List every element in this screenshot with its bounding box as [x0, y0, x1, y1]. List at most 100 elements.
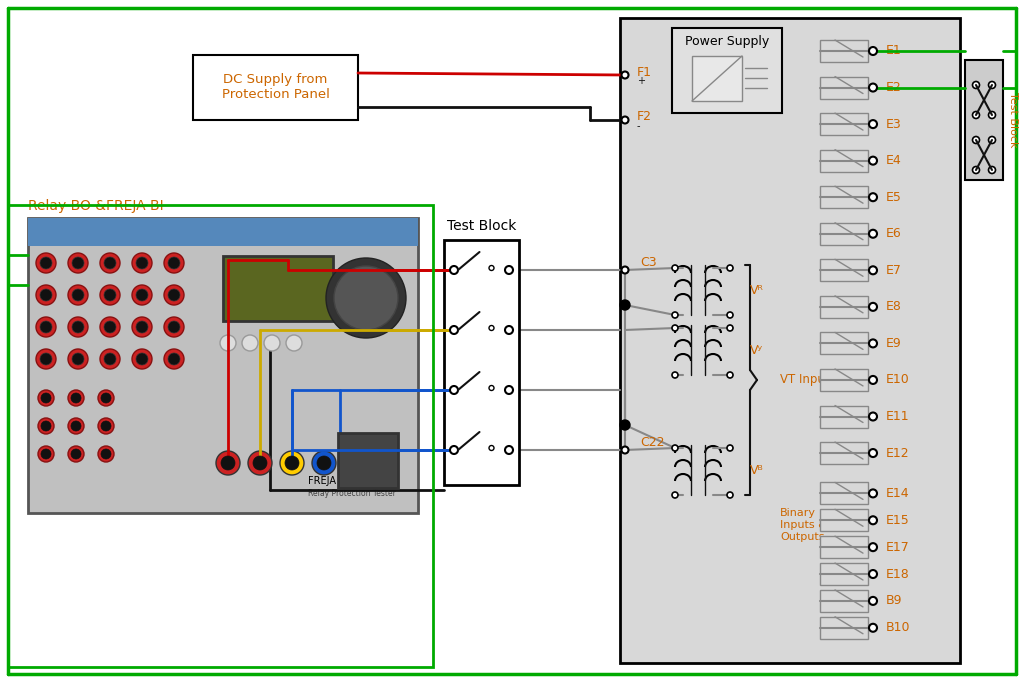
Circle shape: [41, 449, 51, 459]
Circle shape: [672, 372, 678, 378]
Text: +: +: [637, 76, 645, 86]
Circle shape: [132, 285, 152, 305]
Circle shape: [98, 390, 114, 406]
Circle shape: [71, 449, 81, 459]
Circle shape: [973, 111, 980, 119]
Circle shape: [168, 289, 180, 301]
Circle shape: [104, 289, 116, 301]
Circle shape: [672, 445, 678, 451]
Bar: [820, 590, 868, 612]
Circle shape: [727, 372, 733, 378]
Circle shape: [168, 353, 180, 365]
Text: VT Inputs: VT Inputs: [780, 374, 836, 387]
Bar: [820, 369, 868, 391]
Circle shape: [988, 82, 995, 89]
Bar: [820, 406, 868, 428]
Circle shape: [101, 393, 111, 403]
Bar: [820, 442, 868, 464]
Text: C22: C22: [640, 436, 665, 449]
Circle shape: [505, 386, 513, 394]
Circle shape: [68, 446, 84, 462]
Bar: [820, 536, 868, 558]
Bar: [820, 40, 868, 62]
Bar: [820, 332, 868, 355]
Circle shape: [489, 385, 494, 391]
Circle shape: [622, 447, 629, 454]
Circle shape: [136, 289, 148, 301]
Circle shape: [132, 317, 152, 337]
Text: FREJA 300: FREJA 300: [308, 476, 357, 486]
Circle shape: [317, 456, 331, 470]
Circle shape: [489, 265, 494, 271]
Circle shape: [72, 289, 84, 301]
Text: F2: F2: [637, 110, 652, 123]
Circle shape: [164, 285, 184, 305]
Bar: [28, 218, 418, 246]
Circle shape: [104, 257, 116, 269]
Circle shape: [36, 349, 56, 369]
Circle shape: [285, 456, 299, 470]
Circle shape: [620, 300, 630, 310]
Circle shape: [101, 421, 111, 431]
Circle shape: [68, 253, 88, 273]
Circle shape: [988, 111, 995, 119]
Circle shape: [98, 418, 114, 434]
Circle shape: [450, 266, 458, 274]
Circle shape: [68, 390, 84, 406]
Circle shape: [869, 570, 877, 578]
Text: E6: E6: [886, 227, 902, 240]
Circle shape: [242, 335, 258, 351]
Circle shape: [489, 445, 494, 451]
Circle shape: [68, 285, 88, 305]
Circle shape: [104, 353, 116, 365]
Text: E15: E15: [886, 514, 909, 527]
Text: E4: E4: [886, 154, 902, 167]
Circle shape: [100, 349, 120, 369]
Circle shape: [168, 257, 180, 269]
Bar: [820, 617, 868, 639]
Circle shape: [727, 312, 733, 318]
Text: F1: F1: [637, 65, 652, 78]
Text: E1: E1: [886, 44, 902, 57]
Circle shape: [334, 266, 398, 330]
Circle shape: [312, 451, 336, 475]
Circle shape: [280, 451, 304, 475]
Circle shape: [973, 166, 980, 173]
Circle shape: [216, 451, 240, 475]
Bar: [338, 433, 398, 488]
Circle shape: [869, 516, 877, 524]
Circle shape: [221, 456, 234, 470]
Circle shape: [727, 325, 733, 331]
Text: Vᴮ: Vᴮ: [750, 464, 764, 477]
Circle shape: [36, 253, 56, 273]
Circle shape: [98, 446, 114, 462]
Circle shape: [672, 325, 678, 331]
Circle shape: [450, 326, 458, 334]
Circle shape: [72, 257, 84, 269]
Bar: [620, 18, 961, 663]
Circle shape: [869, 230, 877, 238]
Circle shape: [727, 265, 733, 271]
Text: E12: E12: [886, 447, 909, 460]
Bar: [820, 482, 868, 505]
Circle shape: [100, 285, 120, 305]
Circle shape: [136, 257, 148, 269]
Circle shape: [620, 420, 630, 430]
Circle shape: [622, 267, 629, 273]
Bar: [820, 113, 868, 135]
Bar: [820, 296, 868, 318]
Circle shape: [869, 193, 877, 201]
Text: E5: E5: [886, 191, 902, 204]
Circle shape: [869, 157, 877, 164]
Text: E9: E9: [886, 337, 902, 350]
Text: E2: E2: [886, 81, 902, 94]
Circle shape: [100, 253, 120, 273]
Circle shape: [164, 253, 184, 273]
Bar: [692, 56, 742, 101]
Bar: [28, 218, 418, 513]
Text: Vʸ: Vʸ: [750, 344, 763, 357]
Text: Binary
Inputs &
Outputs: Binary Inputs & Outputs: [780, 508, 826, 542]
Circle shape: [220, 335, 236, 351]
Text: E8: E8: [886, 300, 902, 313]
Bar: [820, 76, 868, 99]
